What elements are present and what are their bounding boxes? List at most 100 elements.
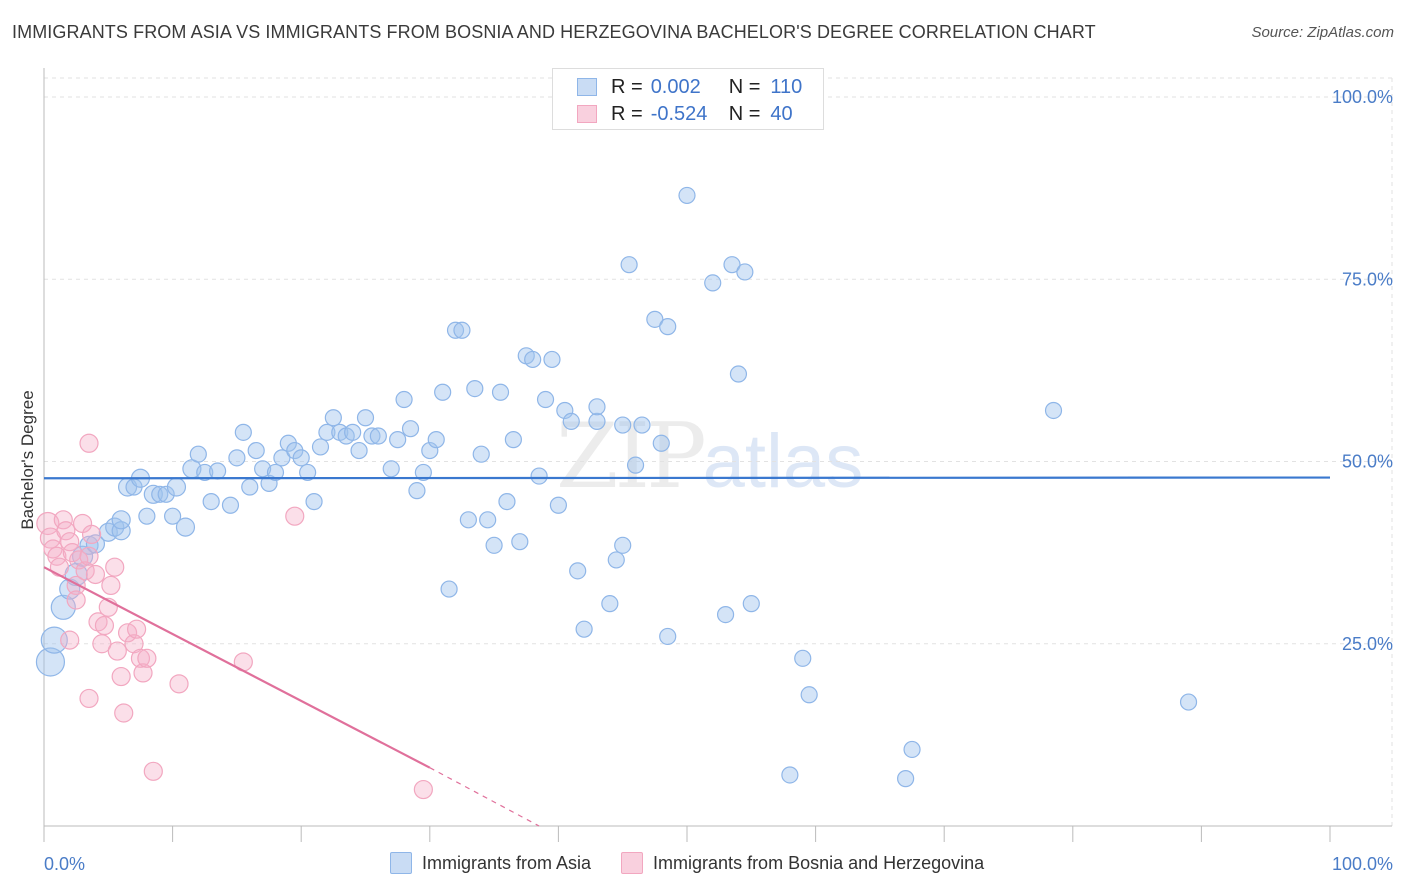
y-tick-label: 50.0% (1342, 452, 1393, 472)
legend-swatch-asia (577, 78, 597, 96)
data-point (395, 390, 413, 409)
data-point (79, 433, 99, 453)
data-point (111, 521, 131, 541)
x-tick-label: 0.0% (44, 854, 85, 874)
data-point (50, 594, 76, 620)
data-point (234, 423, 252, 441)
data-point (228, 449, 246, 467)
legend-n-value: 40 (770, 102, 793, 125)
data-point (344, 423, 362, 441)
legend-n-value: 110 (770, 75, 803, 98)
data-point (459, 511, 477, 529)
data-point (105, 517, 125, 537)
legend-r-label: R = (611, 102, 643, 125)
data-point (742, 595, 760, 613)
data-point (897, 770, 915, 788)
data-point (107, 641, 127, 661)
data-point (588, 412, 606, 431)
series-label-asia: Immigrants from Asia (422, 852, 592, 873)
data-point (414, 463, 432, 482)
trend-line (43, 566, 431, 769)
data-point (299, 463, 317, 482)
data-point (408, 482, 426, 500)
data-point (260, 474, 278, 492)
data-point (49, 557, 70, 577)
data-point (626, 456, 645, 474)
data-point (138, 507, 156, 525)
data-point (285, 506, 305, 526)
trend-line (43, 476, 1331, 480)
data-point (56, 521, 76, 541)
data-point (382, 460, 400, 478)
data-point (151, 485, 169, 503)
data-point (472, 445, 490, 463)
data-point (324, 409, 342, 427)
data-point (305, 492, 323, 511)
series-legend: Immigrants from Asia Immigrants from Bos… (390, 852, 1014, 874)
data-point (114, 703, 134, 723)
data-point (421, 441, 439, 460)
data-point (175, 517, 196, 537)
data-point (35, 647, 66, 677)
series-legend-item-bosnia[interactable]: Immigrants from Bosnia and Herzegovina (621, 852, 984, 874)
data-point (79, 546, 99, 566)
data-point (453, 321, 471, 339)
data-point (88, 612, 108, 632)
data-point (479, 511, 497, 529)
data-point (530, 467, 548, 485)
legend-swatch-bosnia (577, 105, 597, 123)
data-point (209, 462, 227, 480)
data-point (794, 649, 812, 667)
data-point (40, 626, 68, 654)
data-point (79, 688, 99, 709)
data-point (1044, 401, 1063, 420)
data-point (126, 619, 147, 639)
data-point (69, 550, 89, 570)
data-point (143, 761, 163, 781)
data-point (133, 663, 153, 683)
data-point (800, 686, 818, 704)
data-point (292, 449, 310, 467)
data-point (196, 463, 214, 482)
data-point (652, 434, 670, 452)
data-point (389, 431, 407, 449)
data-point (440, 580, 458, 598)
data-point (781, 766, 799, 784)
data-point (716, 605, 735, 624)
chart-title: IMMIGRANTS FROM ASIA VS IMMIGRANTS FROM … (12, 22, 1096, 42)
data-point (446, 321, 465, 339)
data-point (81, 524, 102, 545)
data-point (157, 485, 175, 503)
data-point (94, 615, 115, 636)
data-point (363, 427, 381, 445)
series-legend-item-asia[interactable]: Immigrants from Asia (390, 852, 591, 874)
data-point (66, 590, 86, 610)
data-point (247, 441, 265, 460)
data-point (659, 318, 677, 336)
legend-row-bosnia: R = -0.524 N = 40 (577, 102, 793, 126)
data-point (678, 186, 696, 205)
data-point (111, 510, 131, 530)
data-point (130, 648, 151, 668)
data-point (620, 256, 638, 274)
data-point (85, 564, 106, 585)
data-point (164, 507, 182, 525)
y-tick-label: 75.0% (1342, 269, 1393, 289)
correlation-legend: R = 0.002 N = 110 R = -0.524 N = 40 (552, 68, 824, 130)
data-point (504, 431, 522, 449)
data-point (1179, 693, 1198, 711)
legend-row-asia: R = 0.002 N = 110 (577, 75, 802, 99)
data-point (659, 627, 677, 646)
data-point (536, 390, 555, 409)
data-point (166, 477, 187, 497)
data-point (646, 310, 664, 328)
legend-r-value: 0.002 (650, 75, 701, 98)
data-point (356, 409, 375, 427)
data-point (491, 383, 510, 401)
trend-line-extension (429, 767, 540, 827)
data-point (60, 630, 80, 650)
data-point (401, 420, 420, 438)
data-point (111, 666, 131, 687)
data-point (318, 423, 336, 441)
